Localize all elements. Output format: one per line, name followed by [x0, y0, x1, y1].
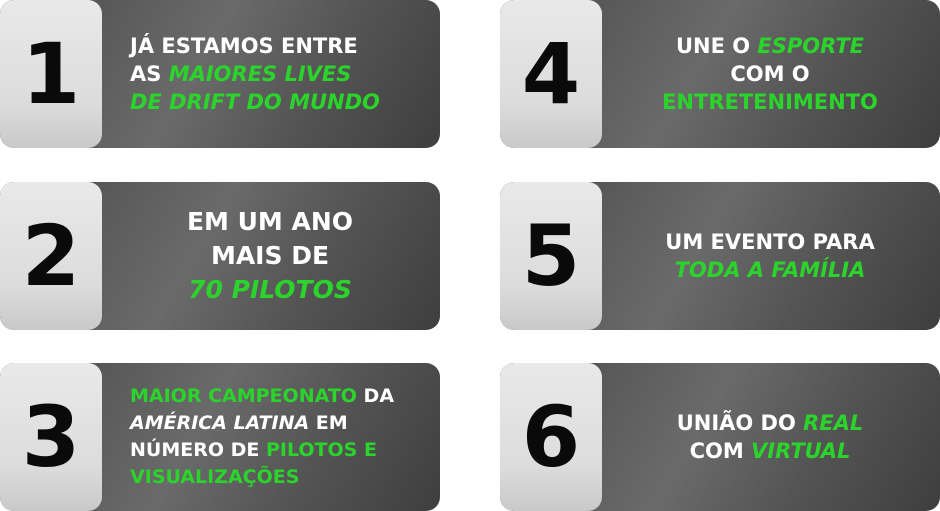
text-segment: MAIORES LIVES	[168, 62, 352, 86]
text-line: TODA A FAMÍLIA	[675, 256, 866, 284]
text-line: COM O	[730, 60, 809, 88]
card-number: 4	[500, 0, 602, 148]
card-number: 6	[500, 363, 602, 511]
info-card: 5 UM EVENTO PARA TODA A FAMÍLIA	[500, 182, 940, 330]
text-line: EM UM ANO	[187, 205, 353, 239]
text-segment: VISUALIZAÇÕES	[130, 466, 300, 488]
card-number: 3	[0, 363, 102, 511]
text-line: UM EVENTO PARA	[665, 228, 874, 256]
text-line: UNE O ESPORTE	[676, 32, 864, 60]
text-segment: MAIS DE	[210, 241, 330, 270]
text-line: UNIÃO DO REAL	[677, 409, 864, 437]
text-segment: AMÉRICA LATINA	[130, 412, 310, 434]
card-text: UNIÃO DO REAL COM VIRTUAL	[610, 363, 930, 511]
text-segment: VIRTUAL	[751, 439, 851, 463]
text-segment: DA	[356, 385, 395, 407]
text-line: MAIS DE	[211, 239, 329, 273]
text-segment: REAL	[803, 411, 864, 435]
card-number: 1	[0, 0, 102, 148]
info-card: 4 UNE O ESPORTE COM O ENTRETENIMENTO	[500, 0, 940, 148]
info-card: 6 UNIÃO DO REAL COM VIRTUAL	[500, 363, 940, 511]
text-segment: 70 PILOTOS	[188, 275, 352, 304]
card-text: JÁ ESTAMOS ENTRE AS MAIORES LIVES DE DRIFT…	[110, 0, 430, 148]
text-segment: DE DRIFT DO MUNDO	[130, 90, 380, 114]
text-segment: EM	[309, 412, 348, 434]
text-segment: UNE O	[675, 34, 758, 58]
text-line: MAIOR CAMPEONATO DA	[130, 383, 394, 410]
text-segment: NÚMERO DE	[130, 439, 266, 461]
text-segment: AS	[130, 62, 169, 86]
info-card: 1 JÁ ESTAMOS ENTRE AS MAIORES LIVES DE DRIF…	[0, 0, 440, 148]
text-line: DE DRIFT DO MUNDO	[130, 88, 380, 116]
text-segment: EM UM ANO	[186, 207, 354, 236]
card-text: UM EVENTO PARA TODA A FAMÍLIA	[610, 182, 930, 330]
text-line: COM VIRTUAL	[690, 437, 851, 465]
card-text: UNE O ESPORTE COM O ENTRETENIMENTO	[610, 0, 930, 148]
card-number: 5	[500, 182, 602, 330]
text-line: VISUALIZAÇÕES	[130, 464, 299, 491]
text-line: NÚMERO DE PILOTOS E	[130, 437, 377, 464]
text-line: 70 PILOTOS	[188, 273, 352, 307]
card-number: 2	[0, 182, 102, 330]
text-line: AS MAIORES LIVES	[130, 60, 351, 88]
text-segment: JÁ ESTAMOS ENTRE	[130, 34, 358, 58]
text-segment: ENTRETENIMENTO	[662, 90, 878, 114]
text-segment: ESPORTE	[757, 34, 865, 58]
text-segment: MAIOR CAMPEONATO	[130, 385, 357, 407]
text-segment: UNIÃO DO	[676, 411, 804, 435]
text-segment: COM	[689, 439, 752, 463]
text-segment: UM EVENTO PARA	[665, 230, 875, 254]
text-segment: TODA A FAMÍLIA	[674, 258, 866, 282]
text-line: ENTRETENIMENTO	[662, 88, 878, 116]
text-line: JÁ ESTAMOS ENTRE	[130, 32, 358, 60]
card-text: EM UM ANO MAIS DE 70 PILOTOS	[110, 182, 430, 330]
card-text: MAIOR CAMPEONATO DA AMÉRICA LATINA EM NÚME…	[110, 363, 430, 511]
text-segment: COM O	[730, 62, 810, 86]
info-card: 2 EM UM ANO MAIS DE 70 PILOTOS	[0, 182, 440, 330]
text-line: AMÉRICA LATINA EM	[130, 410, 348, 437]
info-card: 3 MAIOR CAMPEONATO DA AMÉRICA LATINA EM NÚM…	[0, 363, 440, 511]
text-segment: PILOTOS E	[265, 439, 377, 461]
